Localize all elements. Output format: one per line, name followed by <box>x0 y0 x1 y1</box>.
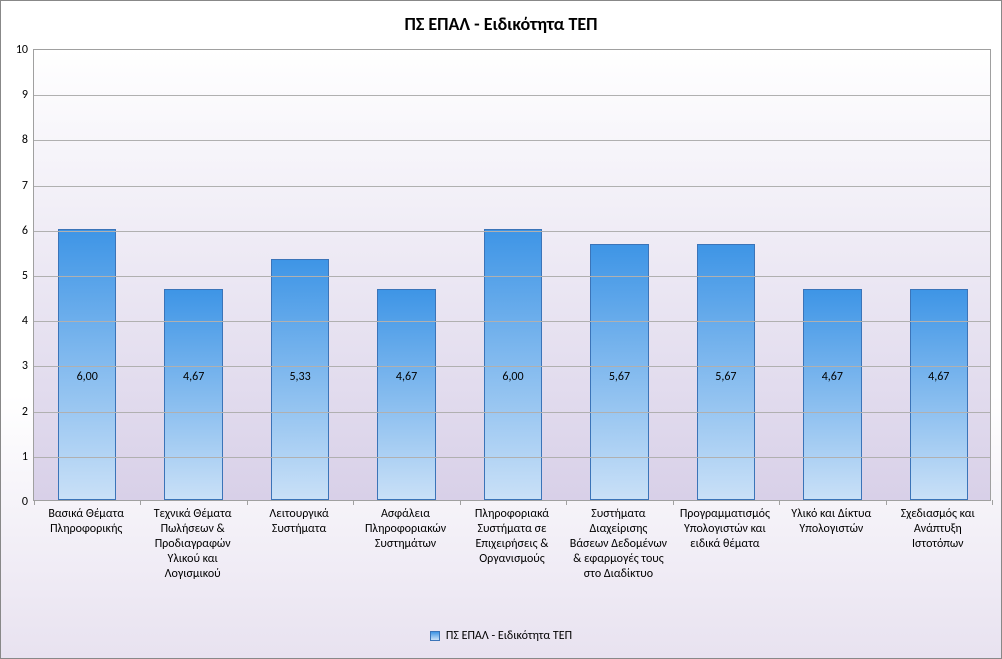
x-axis-label: Υλικό και Δίκτυα Υπολογιστών <box>778 507 884 537</box>
legend-label: ΠΣ ΕΠΑΛ - Ειδικότητα ΤΕΠ <box>446 629 572 643</box>
bar-value-label: 4,67 <box>822 370 843 384</box>
bar-value-label: 4,67 <box>396 370 417 384</box>
xtick <box>460 500 461 505</box>
x-axis-label: Σχεδιασμός και Ανάπτυξη Ιστοτόπων <box>885 507 991 552</box>
bar: 6,00 <box>484 229 543 500</box>
xtick <box>779 500 780 505</box>
ytick-label: 2 <box>22 405 28 419</box>
legend: ΠΣ ΕΠΑΛ - Ειδικότητα ΤΕΠ <box>1 627 1001 646</box>
x-axis-label: Ασφάλεια Πληροφοριακών Συστημάτων <box>352 507 458 552</box>
gridline <box>34 95 990 96</box>
bar-value-label: 5,33 <box>289 370 310 384</box>
bar-value-label: 4,67 <box>928 370 949 384</box>
legend-swatch-icon <box>430 631 440 641</box>
x-axis-labels: Βασικά Θέματα ΠληροφορικήςΤεχνικά Θέματα… <box>33 507 991 617</box>
legend-item: ΠΣ ΕΠΑΛ - Ειδικότητα ΤΕΠ <box>430 629 572 643</box>
bars-layer: 6,00 4,67 5,33 4,67 6,00 5,67 5,67 4,67 4,67 <box>34 50 990 500</box>
gridline <box>34 366 990 367</box>
gridline <box>34 140 990 141</box>
bar: 5,67 <box>590 244 649 500</box>
bar-value-label: 4,67 <box>183 370 204 384</box>
ytick-label: 9 <box>22 88 28 102</box>
gridline <box>34 186 990 187</box>
x-axis-label: Τεχνικά Θέματα Πωλήσεων & Προδιαγραφών Υ… <box>139 507 245 582</box>
bar: 5,33 <box>271 259 330 500</box>
gridline <box>34 457 990 458</box>
x-axis-label: Προγραμματισμός Υπολογιστών και ειδικά θ… <box>672 507 778 552</box>
x-axis-label: Συστήματα Διαχείρισης Βάσεων Δεδομένων &… <box>565 507 671 582</box>
plot-area: 6,004,675,334,676,005,675,674,674,67 012… <box>33 49 991 501</box>
chart-title: ΠΣ ΕΠΑΛ - Ειδικότητα ΤΕΠ <box>1 13 1001 35</box>
ytick-label: 7 <box>22 179 28 193</box>
ytick-label: 6 <box>22 224 28 238</box>
gridline <box>34 412 990 413</box>
xtick <box>353 500 354 505</box>
x-axis-label: Πληροφοριακά Συστήματα σε Επιχειρήσεις &… <box>459 507 565 567</box>
bar-value-label: 5,67 <box>715 370 736 384</box>
ytick-label: 3 <box>22 359 28 373</box>
xtick <box>673 500 674 505</box>
x-axis-label: Βασικά Θέματα Πληροφορικής <box>33 507 139 537</box>
xtick <box>566 500 567 505</box>
chart-container: ΠΣ ΕΠΑΛ - Ειδικότητα ΤΕΠ 6,00 4,67 5,33 4,6… <box>0 0 1002 659</box>
xtick <box>34 500 35 505</box>
ytick-label: 10 <box>16 43 28 57</box>
xtick <box>992 500 993 505</box>
xtick <box>886 500 887 505</box>
xtick <box>247 500 248 505</box>
gridline <box>34 276 990 277</box>
ytick-label: 1 <box>22 450 28 464</box>
bar: 6,00 <box>58 229 117 500</box>
gridline <box>34 321 990 322</box>
bar: 5,67 <box>697 244 756 500</box>
ytick-label: 0 <box>22 495 28 509</box>
bar-value-label: 6,00 <box>502 370 523 384</box>
bar-value-label: 5,67 <box>609 370 630 384</box>
ytick-label: 8 <box>22 133 28 147</box>
gridline <box>34 231 990 232</box>
xtick <box>140 500 141 505</box>
ytick-label: 5 <box>22 269 28 283</box>
bar-value-label: 6,00 <box>77 370 98 384</box>
x-axis-label: Λειτουργικά Συστήματα <box>246 507 352 537</box>
ytick-label: 4 <box>22 314 28 328</box>
